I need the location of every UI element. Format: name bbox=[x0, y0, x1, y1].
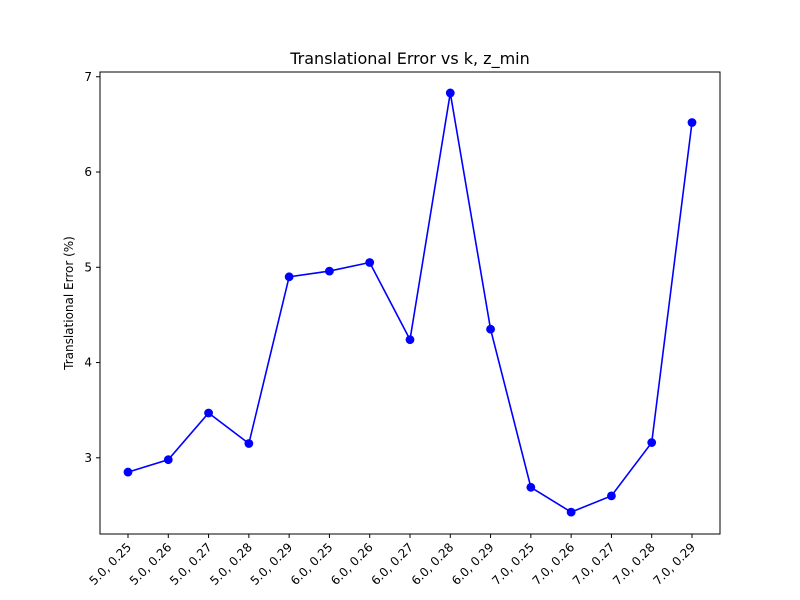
x-tick-label: 5.0, 0.25 bbox=[86, 540, 134, 588]
y-axis-label: Translational Error (%) bbox=[62, 236, 76, 371]
x-axis-ticks: 5.0, 0.255.0, 0.265.0, 0.275.0, 0.285.0,… bbox=[86, 534, 698, 588]
data-point bbox=[566, 507, 576, 517]
x-tick-label: 6.0, 0.25 bbox=[288, 540, 336, 588]
x-tick-label: 6.0, 0.27 bbox=[368, 540, 416, 588]
data-point bbox=[486, 324, 495, 334]
x-tick-label: 7.0, 0.25 bbox=[489, 540, 537, 588]
data-point bbox=[325, 266, 334, 276]
series-layer bbox=[123, 88, 697, 517]
data-point bbox=[284, 272, 294, 282]
y-tick-label: 7 bbox=[84, 70, 92, 84]
series-line bbox=[127, 92, 693, 513]
data-point bbox=[405, 335, 415, 345]
y-tick-label: 4 bbox=[84, 356, 92, 370]
x-tick-label: 7.0, 0.27 bbox=[570, 540, 618, 588]
x-tick-label: 6.0, 0.28 bbox=[409, 540, 457, 588]
y-axis-ticks: 3 4 5 6 7 bbox=[84, 70, 100, 465]
x-tick-label: 5.0, 0.29 bbox=[248, 540, 296, 588]
x-tick-label: 5.0, 0.26 bbox=[127, 540, 175, 588]
x-tick-label: 5.0, 0.28 bbox=[207, 540, 255, 588]
y-tick-label: 5 bbox=[84, 260, 92, 274]
data-point bbox=[244, 439, 254, 448]
data-point bbox=[204, 408, 213, 418]
data-point bbox=[365, 258, 375, 267]
chart-title: Translational Error vs k, z_min bbox=[289, 49, 530, 69]
data-point bbox=[526, 482, 536, 492]
y-tick-label: 3 bbox=[84, 451, 92, 465]
x-tick-label: 6.0, 0.29 bbox=[449, 540, 497, 588]
x-tick-label: 7.0, 0.26 bbox=[530, 540, 578, 588]
data-point bbox=[647, 438, 657, 447]
data-point bbox=[123, 467, 133, 477]
y-tick-label: 6 bbox=[84, 165, 92, 179]
x-tick-label: 7.0, 0.29 bbox=[650, 540, 698, 588]
data-point bbox=[445, 88, 455, 98]
x-tick-label: 6.0, 0.26 bbox=[328, 540, 376, 588]
x-tick-label: 5.0, 0.27 bbox=[167, 540, 215, 588]
plot-frame bbox=[99, 71, 721, 535]
data-point bbox=[687, 118, 697, 127]
data-point bbox=[163, 455, 173, 465]
data-point bbox=[607, 491, 616, 501]
x-tick-label: 7.0, 0.28 bbox=[610, 540, 658, 588]
